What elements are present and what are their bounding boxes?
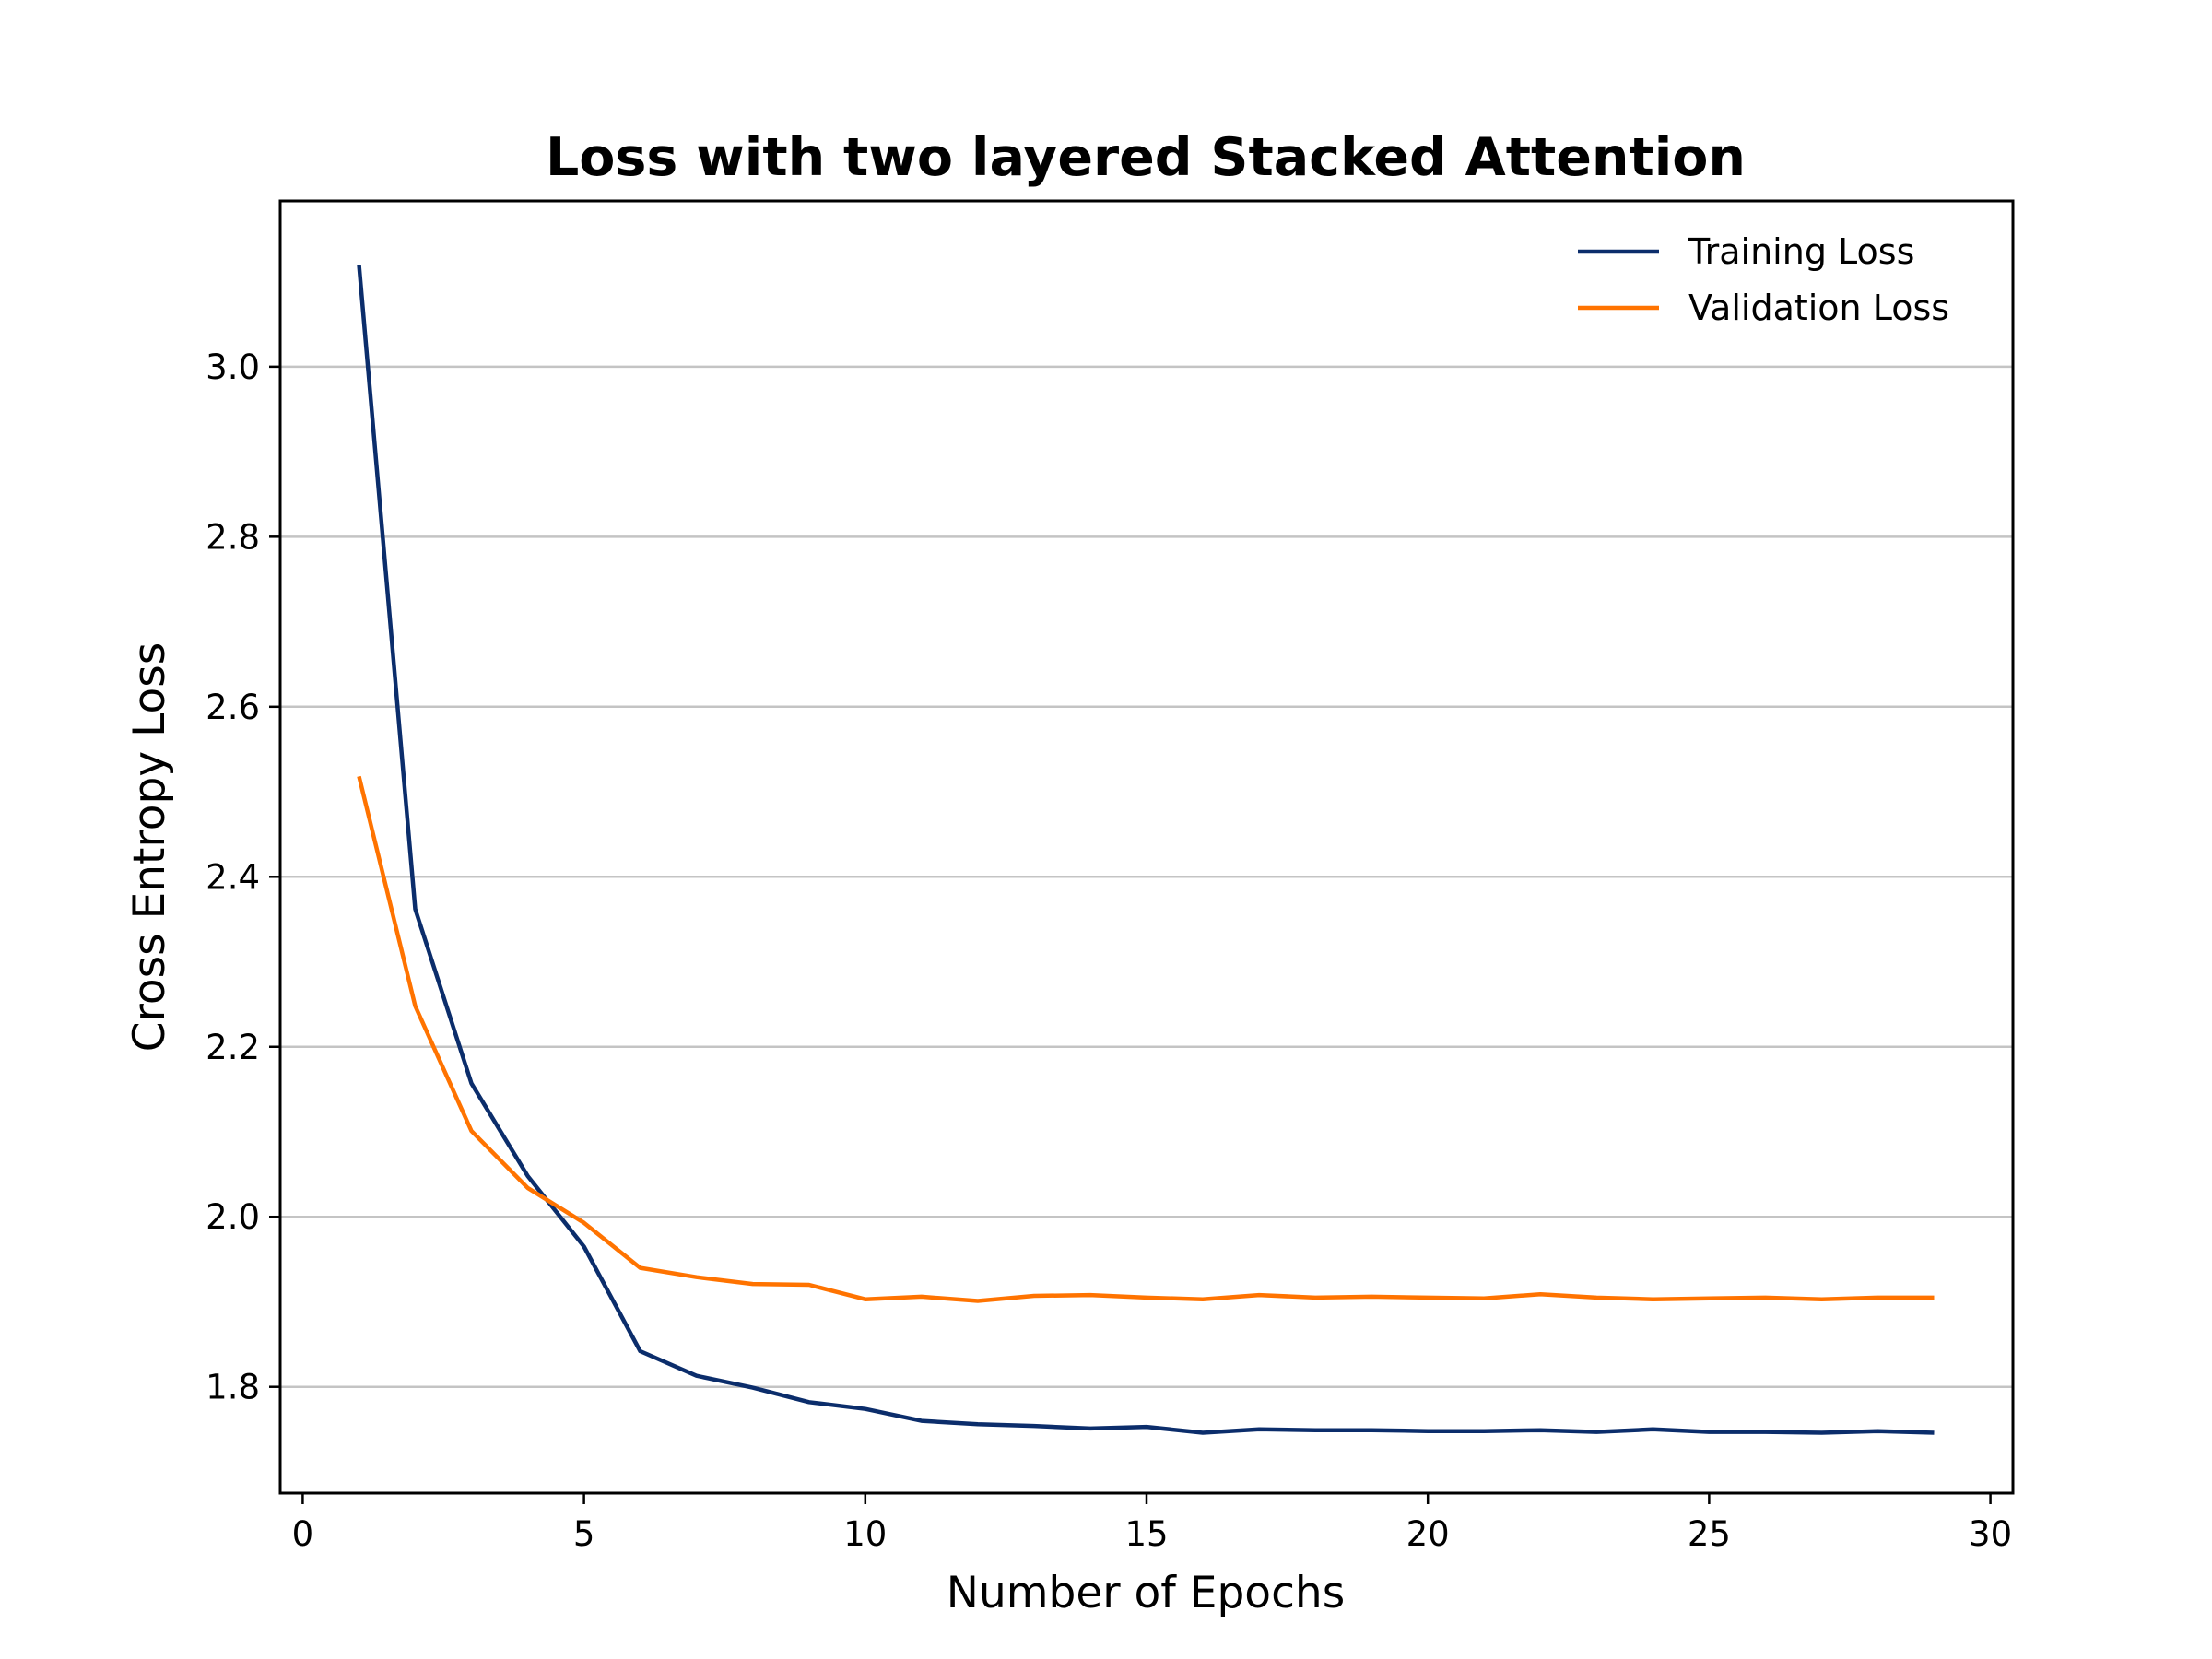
x-tick-label-25: 25 — [1688, 1514, 1731, 1554]
y-tick-label-2.4: 2.4 — [206, 857, 260, 897]
legend-item-2: Validation Loss — [1578, 288, 1949, 328]
series-lines — [357, 265, 1935, 1435]
series-line-2 — [357, 775, 1935, 1303]
legend-label: Training Loss — [1688, 231, 1914, 272]
x-axis-label: Number of Epochs — [947, 1568, 1345, 1618]
y-tick-label-2.0: 2.0 — [206, 1197, 260, 1237]
x-tick-label-5: 5 — [573, 1514, 595, 1554]
chart-title: Loss with two layered Stacked Attention — [546, 127, 1746, 188]
legend-label: Validation Loss — [1688, 288, 1949, 328]
x-tick-label-0: 0 — [292, 1514, 314, 1554]
legend-item-1: Training Loss — [1578, 231, 1914, 272]
series-validation-loss — [357, 775, 1935, 1303]
x-tick-label-30: 30 — [1969, 1514, 2012, 1554]
y-axis-label: Cross Entropy Loss — [124, 642, 175, 1052]
x-tick-label-15: 15 — [1124, 1514, 1168, 1554]
y-tick-label-2.8: 2.8 — [206, 517, 260, 557]
x-tick-label-10: 10 — [843, 1514, 887, 1554]
x-tick-label-20: 20 — [1406, 1514, 1450, 1554]
y-tick-label-1.8: 1.8 — [206, 1368, 260, 1407]
y-tick-label-3.0: 3.0 — [206, 347, 260, 387]
x-axis-ticks: 0 5 10 15 20 25 30 — [292, 1493, 2012, 1554]
series-training-loss — [357, 265, 1935, 1435]
y-axis-ticks: 1.8 2.0 2.2 2.4 2.6 2.8 3.0 — [206, 347, 280, 1407]
series-line-1 — [357, 265, 1935, 1435]
y-tick-label-2.6: 2.6 — [206, 688, 260, 727]
y-tick-label-2.2: 2.2 — [206, 1028, 260, 1067]
grid — [280, 365, 2013, 1388]
legend: Training Loss Validation Loss — [1578, 231, 1949, 328]
